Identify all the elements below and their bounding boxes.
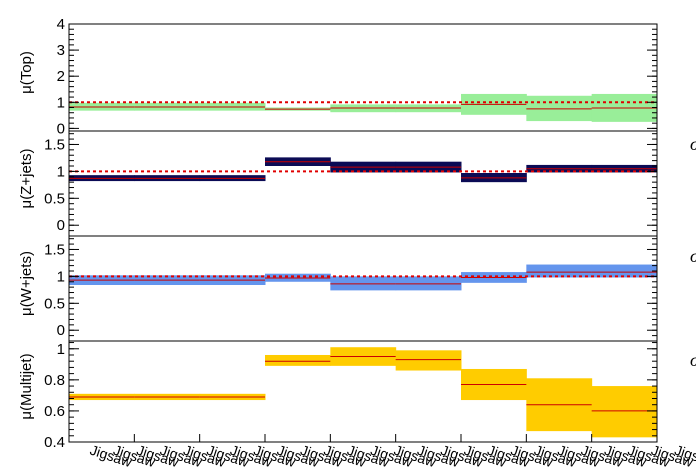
panel-wjets: 0 0.5 1 1.5 μ(W+jets) bbox=[18, 235, 658, 342]
uncertainty-band bbox=[265, 354, 331, 366]
y-axis-title: μ(Multijet) bbox=[18, 353, 35, 419]
uncertainty-band bbox=[591, 386, 658, 438]
y-tick-label: 0.5 bbox=[44, 190, 65, 207]
y-tick-label: 1 bbox=[57, 341, 65, 358]
edge-glyph: σ bbox=[690, 350, 696, 370]
y-tick-label: 1 bbox=[57, 268, 65, 285]
panel-frame bbox=[68, 340, 658, 443]
y-tick-label: 1 bbox=[57, 163, 65, 180]
panel-zjets: 0 0.5 1 1.5 μ(Z+jets) bbox=[18, 130, 658, 237]
uncertainty-band bbox=[395, 276, 462, 291]
panel-frame bbox=[68, 130, 658, 237]
y-tick-label: 0.6 bbox=[44, 403, 65, 420]
y-tick-label: 1.5 bbox=[44, 241, 65, 258]
y-tick-label: 4 bbox=[57, 16, 65, 33]
y-tick-label: 2 bbox=[57, 68, 65, 85]
y-tick-label: 0.8 bbox=[44, 372, 65, 389]
y-axis-title: μ(Top) bbox=[18, 51, 35, 94]
y-tick-label: 1 bbox=[57, 94, 65, 111]
uncertainty-band bbox=[330, 276, 397, 291]
edge-glyph: σ bbox=[690, 134, 696, 154]
y-tick-label: 1.5 bbox=[44, 136, 65, 153]
uncertainty-band bbox=[395, 350, 462, 371]
y-tick-label: 0 bbox=[57, 120, 65, 137]
uncertainty-band bbox=[591, 264, 658, 278]
edge-glyph: σ bbox=[690, 246, 696, 266]
x-axis: JigsawJigsawJigsawJigsawJigsawJigsawJigs… bbox=[68, 434, 696, 470]
y-axis-title: μ(W+jets) bbox=[18, 251, 35, 316]
y-tick-label: 0.4 bbox=[44, 434, 65, 451]
y-axis-title: μ(Z+jets) bbox=[18, 149, 35, 209]
y-tick-label: 0.5 bbox=[44, 295, 65, 312]
y-tick-label: 0 bbox=[57, 217, 65, 234]
panel-top: 0 1 2 3 4 μ(Top) bbox=[18, 16, 658, 137]
uncertainty-band bbox=[526, 264, 593, 278]
y-tick-label: 0 bbox=[57, 322, 65, 339]
panel-multijet: 0.4 0.6 0.8 1 μ(Multijet) bbox=[18, 340, 658, 451]
y-tick-label: 3 bbox=[57, 42, 65, 59]
